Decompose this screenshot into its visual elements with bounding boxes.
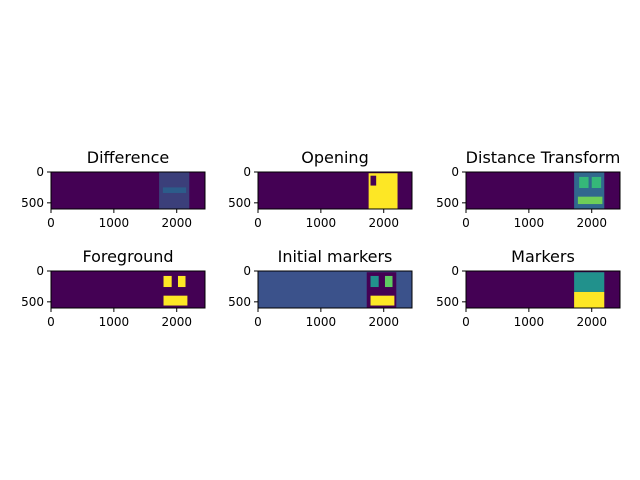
image-region: [574, 272, 605, 292]
x-tick-label: 0: [47, 315, 55, 329]
x-tick-label: 2000: [368, 216, 399, 230]
x-tick-label: 2000: [576, 216, 607, 230]
x-tick-label: 1000: [514, 216, 545, 230]
axes-frame: [465, 171, 621, 210]
subplot-title: Distance Transform: [466, 148, 621, 167]
x-tick-label: 1000: [99, 315, 130, 329]
image-region: [591, 176, 602, 189]
image-region: [370, 295, 395, 306]
y-tick-label: 500: [228, 295, 251, 309]
y-tick-label: 0: [243, 264, 251, 278]
subplot-title: Initial markers: [278, 247, 393, 266]
axes-frame: [257, 171, 413, 210]
x-tick-label: 0: [462, 315, 470, 329]
x-tick-label: 2000: [368, 315, 399, 329]
image-region: [384, 275, 393, 288]
y-tick-label: 0: [36, 264, 44, 278]
image-region: [370, 175, 377, 186]
y-tick-label: 500: [228, 196, 251, 210]
subplot-title: Markers: [511, 247, 575, 266]
y-tick-label: 500: [436, 295, 459, 309]
image-region: [163, 275, 172, 288]
y-tick-label: 500: [436, 196, 459, 210]
x-tick-label: 1000: [306, 216, 337, 230]
image-region: [163, 295, 188, 306]
y-tick-label: 500: [21, 196, 44, 210]
image-region: [370, 275, 379, 288]
image-region: [162, 187, 187, 193]
x-tick-label: 0: [462, 216, 470, 230]
image-region: [574, 291, 605, 308]
x-tick-label: 1000: [99, 216, 130, 230]
x-tick-label: 2000: [161, 216, 192, 230]
axes-frame: [50, 270, 206, 309]
subplot-title: Opening: [301, 148, 368, 167]
x-tick-label: 0: [47, 216, 55, 230]
x-tick-label: 1000: [306, 315, 337, 329]
x-tick-label: 2000: [161, 315, 192, 329]
x-tick-label: 2000: [576, 315, 607, 329]
y-tick-label: 0: [451, 165, 459, 179]
y-tick-label: 0: [36, 165, 44, 179]
x-tick-label: 0: [254, 216, 262, 230]
axes-frame: [50, 171, 206, 210]
y-tick-label: 0: [451, 264, 459, 278]
subplot-title: Difference: [87, 148, 169, 167]
y-tick-label: 500: [21, 295, 44, 309]
image-region: [177, 275, 186, 288]
axes-frame: [465, 270, 621, 309]
subplot-title: Foreground: [82, 247, 173, 266]
y-tick-label: 0: [243, 165, 251, 179]
image-region: [577, 196, 603, 205]
x-tick-label: 1000: [514, 315, 545, 329]
x-tick-label: 0: [254, 315, 262, 329]
axes-frame: [257, 270, 413, 309]
image-region: [579, 176, 589, 189]
